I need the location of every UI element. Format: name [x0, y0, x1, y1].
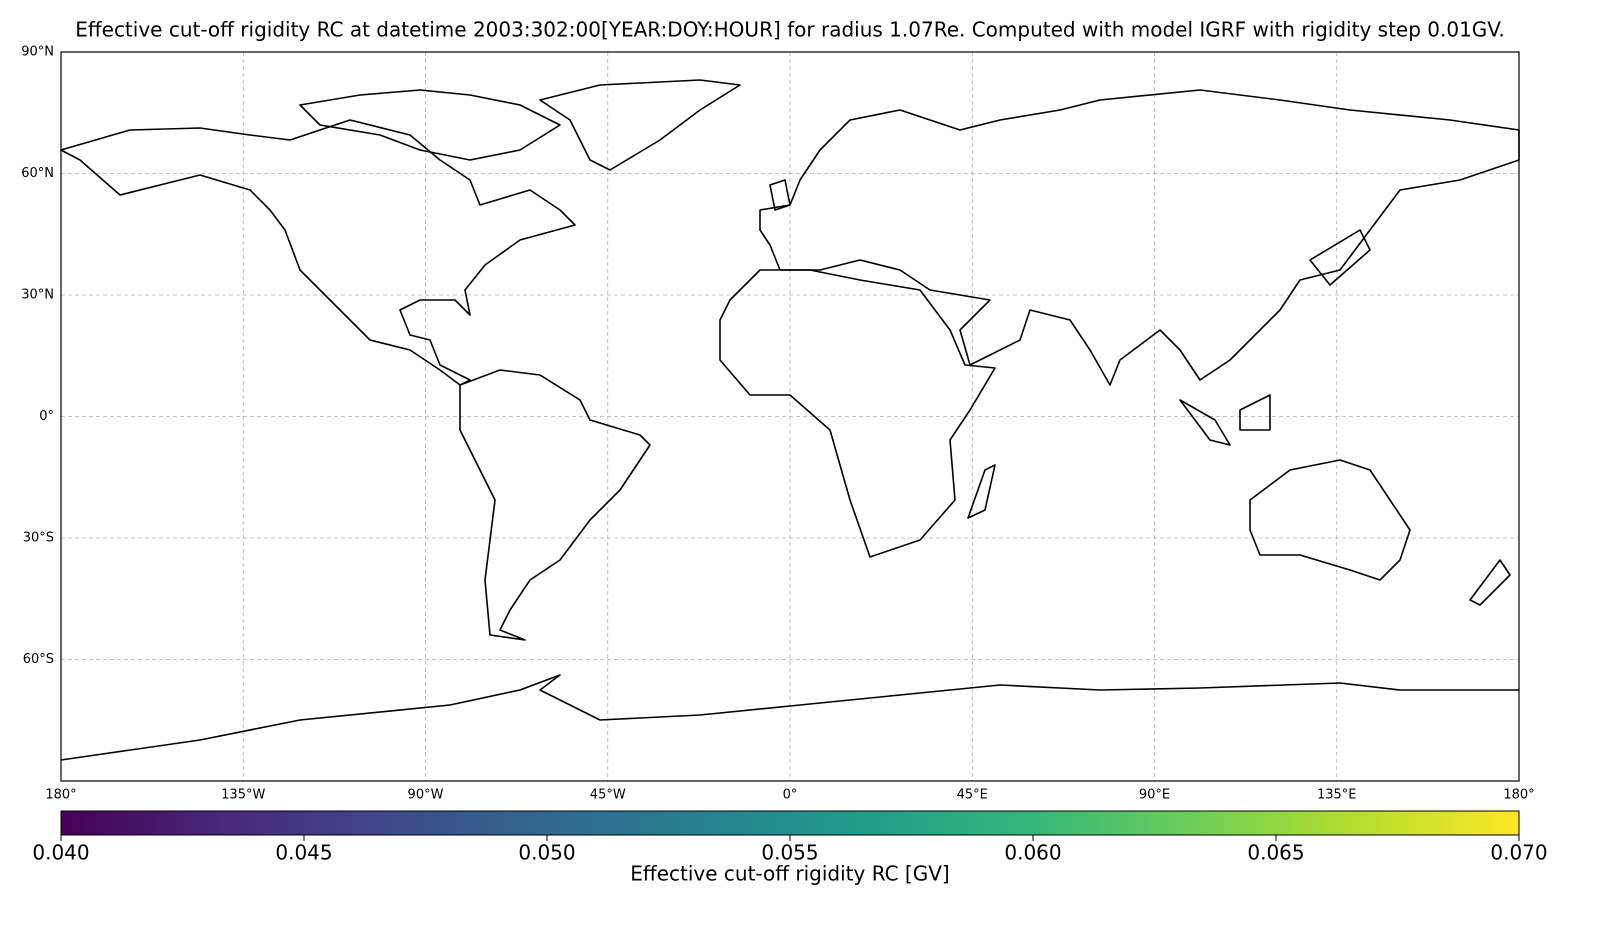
coastline: [539, 79, 741, 171]
colorbar-label: Effective cut-off rigidity RC [GV]: [630, 862, 949, 886]
x-tick-label: 135°W: [221, 788, 265, 803]
colorbar-tick-label: 0.050: [518, 841, 575, 865]
coastline: [459, 369, 651, 641]
colorbar-tick-label: 0.045: [275, 841, 332, 865]
x-tick-label: 90°E: [1139, 788, 1170, 803]
coastline: [769, 179, 1511, 606]
map-frame: [60, 51, 1520, 782]
x-tick-label: 180°: [45, 788, 76, 803]
chart-title: Effective cut-off rigidity RC at datetim…: [75, 18, 1505, 42]
colorbar-tick-label: 0.060: [1004, 841, 1061, 865]
coastline: [759, 89, 1520, 386]
y-tick-label: 90°N: [21, 45, 54, 60]
y-tick-label: 0°: [39, 409, 54, 424]
coastlines: [60, 79, 1520, 761]
coastline: [1249, 459, 1411, 581]
colorbar-tick-label: 0.040: [32, 841, 89, 865]
grid: [60, 51, 1520, 781]
coastline: [60, 119, 576, 386]
y-tick-label: 60°S: [23, 652, 54, 667]
colorbar-tick-label: 0.065: [1247, 841, 1304, 865]
x-tick-label: 45°W: [590, 788, 626, 803]
y-tick-label: 30°N: [21, 288, 54, 303]
y-tick-label: 30°S: [23, 531, 54, 546]
x-tick-label: 180°: [1503, 788, 1534, 803]
y-tick-label: 60°N: [21, 166, 54, 181]
colorbar: [60, 810, 1520, 836]
colorbar-tick-label: 0.070: [1490, 841, 1547, 865]
x-tick-label: 0°: [783, 788, 798, 803]
x-tick-label: 45°E: [957, 788, 988, 803]
x-tick-label: 90°W: [408, 788, 444, 803]
coastline: [299, 89, 561, 161]
coastline: [60, 674, 1519, 761]
colorbar-tick-label: 0.055: [761, 841, 818, 865]
x-tick-label: 135°E: [1317, 788, 1357, 803]
coastline: [719, 269, 996, 558]
